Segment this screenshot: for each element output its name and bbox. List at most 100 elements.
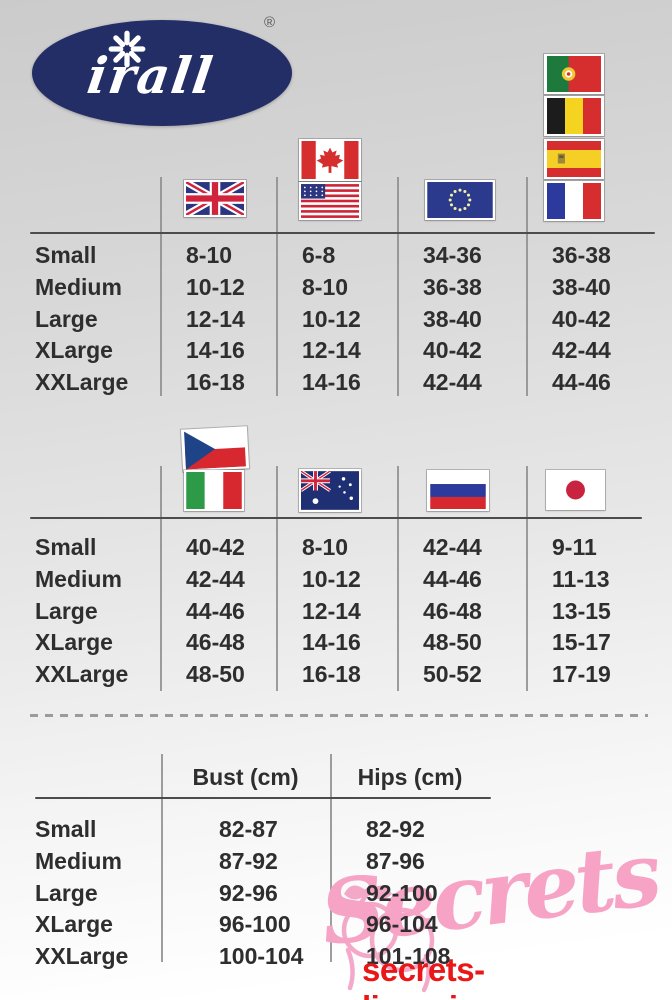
size-label: XXLarge xyxy=(35,661,129,688)
column-divider xyxy=(397,177,399,396)
hips-value: 101-108 xyxy=(366,943,451,970)
size-value: 8-10 xyxy=(302,534,349,561)
website-domain: secrets-lingerie.com xyxy=(362,951,551,1000)
header-rule xyxy=(30,232,655,235)
flower-icon xyxy=(104,28,150,75)
hips-value: 87-96 xyxy=(366,848,425,875)
column-divider xyxy=(526,177,528,396)
size-value: 40-42 xyxy=(552,305,611,332)
size-value: 36-38 xyxy=(423,274,482,301)
size-value: 40-42 xyxy=(423,337,482,364)
irall-logo: irall xyxy=(32,20,292,126)
bust-value: 92-96 xyxy=(219,879,278,906)
size-value: 14-16 xyxy=(302,369,361,396)
size-value: 48-50 xyxy=(186,661,245,688)
hips-column-header: Hips (cm) xyxy=(357,763,463,790)
flag-australia-icon xyxy=(299,469,361,512)
size-value: 10-12 xyxy=(302,566,361,593)
registered-trademark: ® xyxy=(264,14,276,31)
size-value: 12-14 xyxy=(302,337,361,364)
size-value: 38-40 xyxy=(423,305,482,332)
header-rule xyxy=(35,797,491,800)
size-value: 48-50 xyxy=(423,629,482,656)
size-label: Medium xyxy=(35,566,122,593)
hips-value: 96-104 xyxy=(366,911,438,938)
size-label: Medium xyxy=(35,848,122,875)
size-table-2: Small 40-42 8-10 42-44 9-11 Medium 42-44… xyxy=(35,532,655,690)
size-value: 11-13 xyxy=(552,566,610,593)
size-label: XXLarge xyxy=(35,369,129,396)
bust-value: 100-104 xyxy=(219,943,304,970)
size-value: 44-46 xyxy=(552,369,611,396)
flag-czech-icon xyxy=(180,426,250,472)
column-divider xyxy=(330,754,332,962)
flag-usa-icon xyxy=(299,182,361,220)
hips-value: 82-92 xyxy=(366,816,425,843)
column-divider xyxy=(161,754,163,962)
column-divider xyxy=(276,177,278,396)
size-label: Large xyxy=(35,305,98,332)
column-divider xyxy=(526,466,528,691)
flag-france-icon xyxy=(544,181,604,221)
column-divider xyxy=(397,466,399,691)
flag-spain-icon xyxy=(544,139,604,179)
bust-value: 96-100 xyxy=(219,911,291,938)
size-value: 44-46 xyxy=(423,566,482,593)
size-value: 14-16 xyxy=(302,629,361,656)
flag-eu-icon xyxy=(425,180,495,220)
size-value: 36-38 xyxy=(552,242,611,269)
column-divider xyxy=(276,466,278,691)
size-value: 38-40 xyxy=(552,274,611,301)
size-value: 42-44 xyxy=(552,337,611,364)
size-value: 50-52 xyxy=(423,661,482,688)
size-label: Large xyxy=(35,597,98,624)
size-table-1: Small 8-10 6-8 34-36 36-38 Medium 10-12 … xyxy=(35,240,655,398)
size-label: XXLarge xyxy=(35,943,129,970)
size-value: 46-48 xyxy=(186,629,245,656)
size-value: 10-12 xyxy=(302,305,361,332)
size-value: 8-10 xyxy=(302,274,349,301)
hips-value: 92-100 xyxy=(366,879,438,906)
bust-column-header: Bust (cm) xyxy=(192,763,299,790)
size-value: 9-11 xyxy=(552,534,597,561)
size-value: 12-14 xyxy=(302,597,361,624)
size-label: Small xyxy=(35,242,97,269)
column-divider xyxy=(160,177,162,396)
flag-canada-icon xyxy=(299,139,361,181)
size-value: 16-18 xyxy=(186,369,245,396)
size-value: 42-44 xyxy=(423,369,482,396)
flag-belgium-icon xyxy=(544,96,604,136)
brand-name: irall xyxy=(83,46,218,105)
size-value: 44-46 xyxy=(186,597,245,624)
header-rule xyxy=(30,517,642,520)
size-label: XLarge xyxy=(35,911,113,938)
size-value: 15-17 xyxy=(552,629,611,656)
bust-value: 87-92 xyxy=(219,848,278,875)
flag-uk-icon xyxy=(184,180,246,217)
flag-japan-icon xyxy=(546,470,605,510)
flag-italy-icon xyxy=(184,470,244,511)
size-value: 40-42 xyxy=(186,534,245,561)
size-value: 8-10 xyxy=(186,242,233,269)
size-label: Small xyxy=(35,816,97,843)
size-label: XLarge xyxy=(35,629,113,656)
size-value: 42-44 xyxy=(423,534,482,561)
bra-sketch-icon xyxy=(330,866,442,1000)
bust-value: 82-87 xyxy=(219,816,278,843)
flag-russia-icon xyxy=(427,470,489,511)
size-value: 13-15 xyxy=(552,597,611,624)
size-value: 34-36 xyxy=(423,242,482,269)
size-value: 6-8 xyxy=(302,242,336,269)
column-divider xyxy=(160,466,162,691)
size-label: Medium xyxy=(35,274,122,301)
size-value: 17-19 xyxy=(552,661,611,688)
size-label: Small xyxy=(35,534,97,561)
flag-portugal-icon xyxy=(544,54,604,94)
size-value: 42-44 xyxy=(186,566,245,593)
size-value: 10-12 xyxy=(186,274,245,301)
size-label: Large xyxy=(35,879,98,906)
size-value: 12-14 xyxy=(186,305,245,332)
measurement-table: Small 82-87 82-92 Medium 87-92 87-96 Lar… xyxy=(35,814,490,972)
size-value: 14-16 xyxy=(186,337,245,364)
